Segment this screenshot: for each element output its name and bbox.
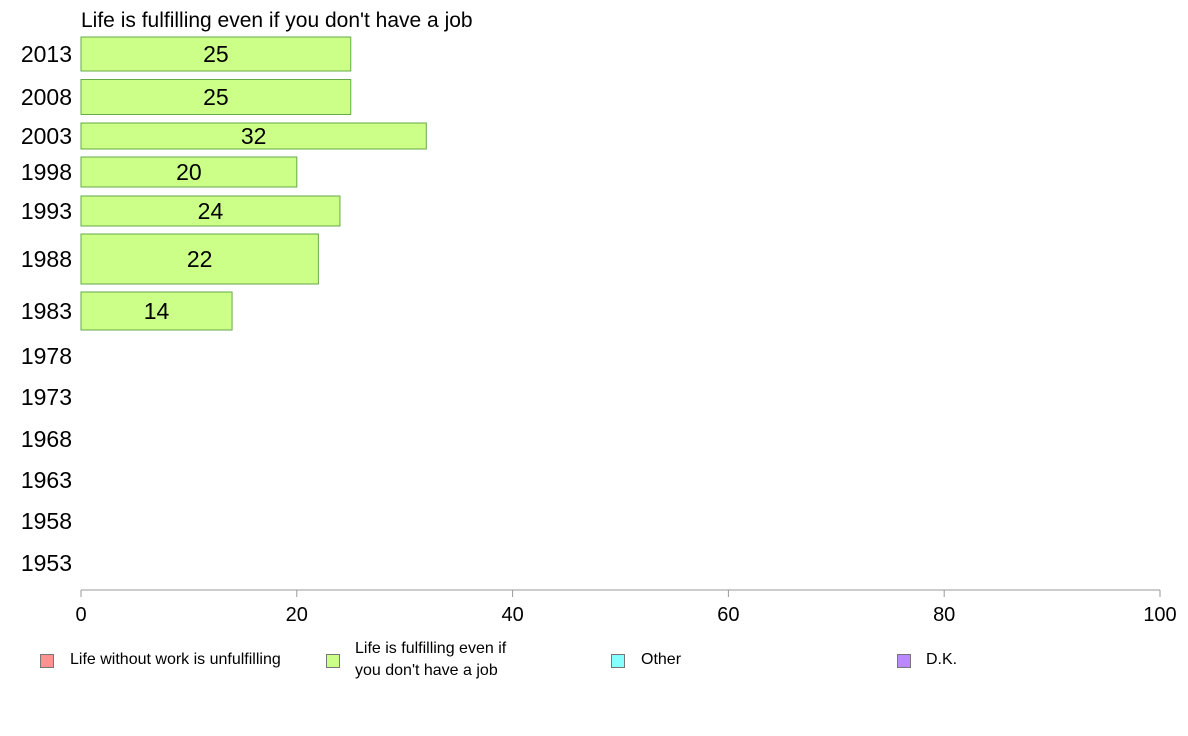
bar-value-label: 14 [144, 298, 170, 324]
bar [80, 122, 427, 150]
y-tick-label: 1968 [21, 426, 72, 452]
y-axis-labels: 2013 2008 2003 1998 1993 1988 1983 1978 1973 1968… [21, 41, 72, 576]
legend-item-unfulfilling: Life without work is unfulfilling [40, 638, 281, 671]
legend: Life without work is unfulfilling Life i… [0, 638, 1188, 688]
y-tick-label: 2003 [21, 123, 72, 149]
bar [80, 291, 233, 331]
bar-value-label: 25 [203, 84, 229, 110]
legend-item-other: Other [611, 638, 681, 671]
bar-value-label: 20 [176, 159, 202, 185]
bar-value-label: 24 [198, 198, 224, 224]
y-tick-label: 2008 [21, 84, 72, 110]
y-tick-label: 1993 [21, 198, 72, 224]
bar [80, 233, 319, 285]
legend-swatch-fulfilling [326, 654, 340, 668]
bar-value-label: 22 [187, 246, 213, 272]
y-tick-label: 1973 [21, 384, 72, 410]
y-tick-label: 1998 [21, 159, 72, 185]
bar [80, 195, 341, 227]
bar-value-label: 25 [203, 41, 229, 67]
y-tick-label: 1953 [21, 550, 72, 576]
legend-item-fulfilling: Life is fulfilling even if you don't hav… [326, 638, 506, 682]
legend-swatch-unfulfilling [40, 654, 54, 668]
bar-value-label: 32 [241, 123, 267, 149]
bars-group: 25 25 32 20 24 22 14 [80, 36, 427, 331]
y-tick-label: 1958 [21, 508, 72, 534]
y-tick-label: 1963 [21, 467, 72, 493]
y-tick-label: 1983 [21, 298, 72, 324]
bar [80, 36, 352, 72]
x-axis: 0 20 40 60 80 100 [75, 589, 1177, 626]
x-tick-label: 60 [717, 604, 739, 626]
legend-item-dk: D.K. [897, 638, 957, 671]
bar [80, 79, 352, 115]
legend-swatch-dk [897, 654, 911, 668]
y-tick-label: 2013 [21, 41, 72, 67]
x-tick-label: 40 [501, 604, 523, 626]
legend-label-unfulfilling: Life without work is unfulfilling [70, 651, 281, 668]
legend-label-other: Other [641, 651, 682, 668]
chart-title: Life is fulfilling even if you don't hav… [81, 9, 473, 32]
legend-label-fulfilling: Life is fulfilling even if you don't hav… [355, 640, 507, 679]
x-tick-label: 20 [286, 604, 308, 626]
x-tick-label: 80 [933, 604, 955, 626]
x-tick-label: 0 [75, 604, 86, 626]
legend-swatch-other [611, 654, 625, 668]
x-tick-label: 100 [1143, 604, 1176, 626]
y-tick-label: 1978 [21, 343, 72, 369]
y-tick-label: 1988 [21, 246, 72, 272]
bar [80, 156, 298, 188]
legend-label-dk: D.K. [926, 651, 958, 668]
